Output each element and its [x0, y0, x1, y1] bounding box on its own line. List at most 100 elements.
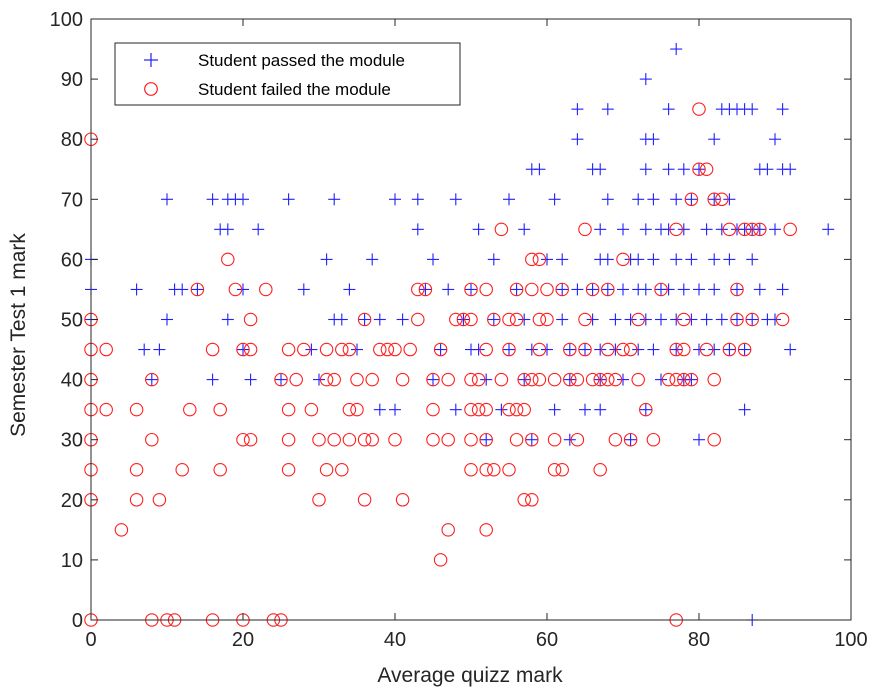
passed-point — [700, 313, 713, 326]
passed-point — [708, 193, 721, 206]
failed-point — [350, 372, 364, 387]
passed-point — [753, 283, 766, 296]
failed-point — [175, 462, 189, 477]
passed-point — [541, 343, 553, 356]
passed-point — [609, 343, 622, 356]
failed-point — [289, 372, 303, 387]
passed-point — [715, 313, 728, 326]
passed-point — [449, 403, 462, 416]
passed-point — [639, 283, 652, 296]
passed-point — [723, 343, 736, 356]
failed-point — [441, 523, 455, 537]
passed-point — [670, 253, 683, 266]
passed-point — [617, 223, 629, 236]
failed-point — [722, 342, 737, 357]
passed-point — [465, 283, 477, 296]
failed-point — [319, 342, 334, 357]
passed-point — [457, 313, 470, 326]
passed-point — [822, 223, 835, 236]
failed-point — [509, 312, 524, 327]
failed-point — [335, 342, 349, 357]
passed-point — [503, 193, 515, 206]
failed-point — [464, 462, 478, 477]
failed-point — [631, 312, 645, 327]
failed-point — [259, 282, 273, 297]
passed-point — [541, 253, 553, 266]
passed-point — [138, 343, 151, 356]
failed-point — [669, 222, 683, 237]
failed-point — [395, 372, 410, 387]
passed-point — [145, 373, 158, 386]
y-tick-label: 40 — [61, 370, 83, 392]
failed-point — [487, 312, 501, 327]
passed-point — [411, 223, 424, 236]
passed-point — [639, 403, 652, 416]
passed-point — [632, 343, 645, 356]
failed-point — [426, 432, 440, 447]
passed-point — [571, 133, 584, 146]
failed-point — [722, 222, 737, 237]
failed-point — [639, 402, 653, 417]
passed-point — [221, 223, 234, 236]
passed-point — [579, 403, 591, 416]
failed-point — [129, 402, 144, 417]
failed-point — [213, 402, 227, 417]
passed-point — [647, 253, 660, 266]
passed-point — [358, 313, 371, 326]
passed-point — [206, 373, 219, 386]
passed-point — [556, 283, 569, 296]
passed-point — [556, 313, 569, 326]
failed-point — [669, 372, 683, 387]
passed-point — [237, 193, 249, 206]
x-tick-label: 40 — [384, 629, 406, 651]
passed-point — [480, 433, 493, 446]
failed-point — [692, 102, 706, 116]
failed-point — [236, 342, 250, 357]
passed-point — [320, 253, 333, 266]
legend-marker-passed — [144, 53, 158, 67]
failed-point — [623, 432, 638, 447]
passed-point — [244, 373, 257, 386]
failed-point — [342, 432, 357, 447]
passed-point — [647, 193, 660, 206]
failed-point — [775, 312, 790, 327]
failed-point — [601, 282, 615, 297]
failed-point — [464, 312, 478, 327]
passed-point — [632, 193, 645, 206]
passed-point — [434, 343, 447, 356]
failed-point — [532, 252, 547, 267]
passed-point — [427, 373, 439, 386]
failed-point — [365, 372, 379, 387]
passed-point — [685, 193, 698, 206]
passed-point — [472, 223, 485, 236]
failed-point — [281, 342, 296, 357]
failed-point — [441, 432, 455, 447]
failed-point — [555, 462, 569, 477]
failed-point — [547, 432, 562, 447]
x-axis-label: Average quizz mark — [377, 664, 563, 687]
passed-point — [305, 343, 318, 356]
passed-point — [594, 343, 607, 356]
failed-point — [213, 462, 227, 477]
failed-point — [783, 222, 797, 237]
passed-point — [685, 253, 698, 266]
passed-point — [373, 313, 386, 326]
passed-point — [700, 223, 713, 236]
passed-point — [153, 343, 166, 356]
failed-point — [692, 162, 706, 177]
y-tick-label: 20 — [61, 490, 83, 512]
passed-point — [601, 253, 614, 266]
passed-point — [313, 373, 325, 386]
failed-point — [99, 402, 113, 417]
passed-point — [206, 193, 219, 206]
passed-point — [685, 313, 698, 326]
failed-point — [411, 282, 425, 297]
passed-point — [191, 283, 204, 296]
failed-point — [236, 432, 250, 447]
passed-point — [161, 313, 173, 326]
passed-point — [685, 373, 698, 386]
passed-point — [586, 313, 599, 326]
failed-point — [547, 462, 562, 477]
failed-point — [677, 312, 691, 327]
passed-point — [617, 373, 629, 386]
